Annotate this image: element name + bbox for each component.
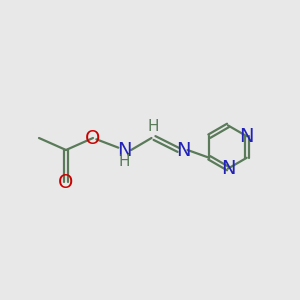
Text: N: N <box>117 140 132 160</box>
Text: O: O <box>58 173 74 193</box>
Text: N: N <box>239 127 254 146</box>
Text: O: O <box>85 128 101 148</box>
Text: H: H <box>147 119 159 134</box>
Text: N: N <box>176 140 190 160</box>
Text: H: H <box>119 154 130 169</box>
Text: N: N <box>221 159 235 178</box>
